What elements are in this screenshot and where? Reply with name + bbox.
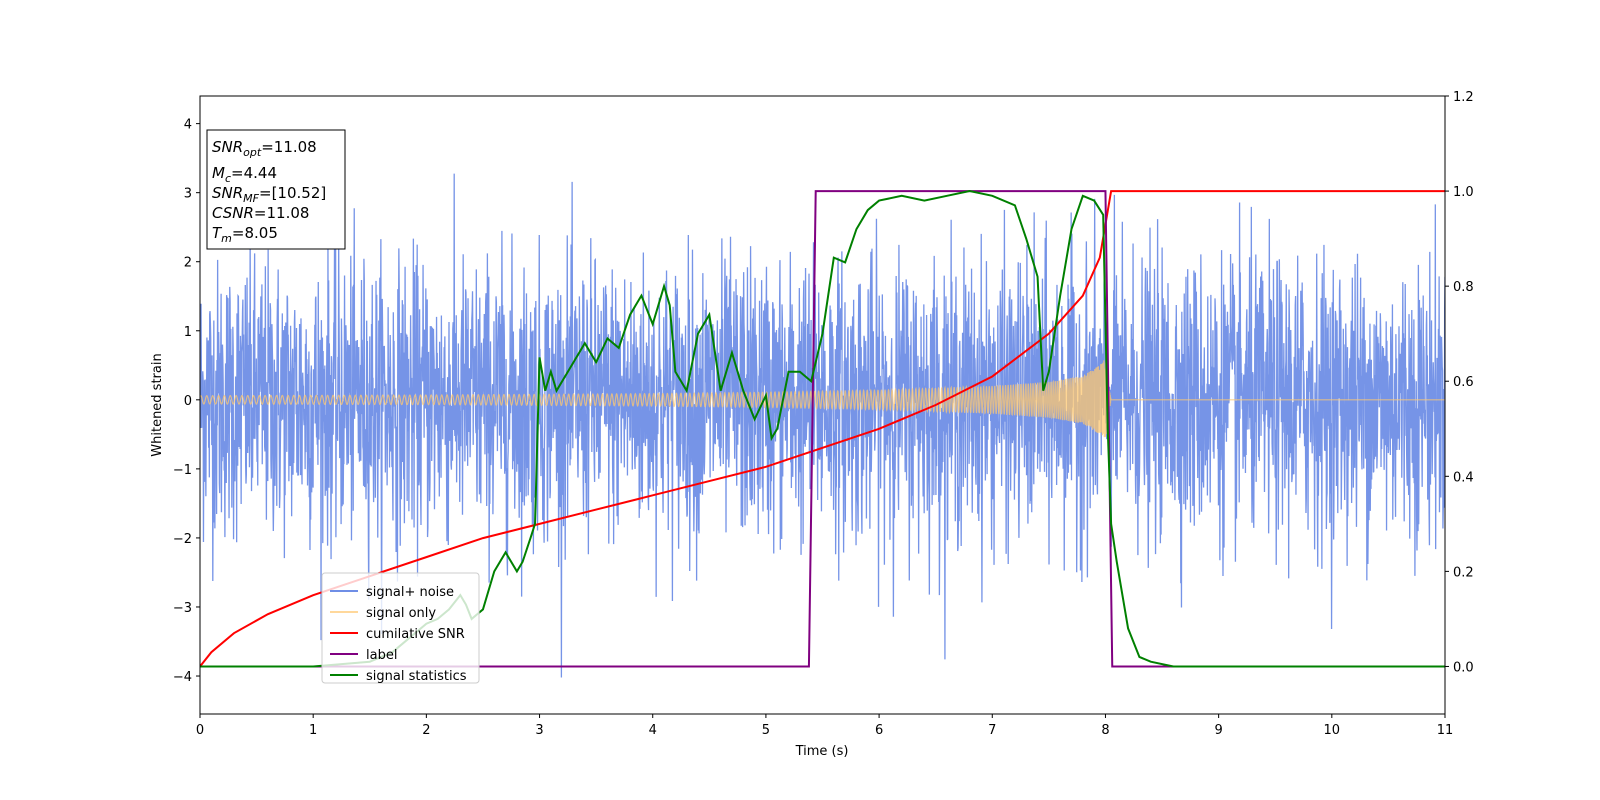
x-tick-label: 3 (535, 723, 543, 738)
info-snr-mf: SNRMF=[10.52] (212, 184, 326, 205)
legend-label-label: label (366, 648, 397, 663)
info-annotation-box: SNRopt=11.08 Mc=4.44 SNRMF=[10.52] CSNR=… (206, 129, 346, 250)
signal-statistics-line (200, 190, 1445, 668)
info-tm-base: T (212, 224, 223, 242)
y-axis-right: 0.0 0.2 0.4 0.6 0.8 1.0 1.2 (1445, 90, 1474, 675)
info-snr-mf-value: =[10.52] (259, 184, 326, 202)
y2-tick-label: 1.0 (1453, 185, 1474, 200)
info-mc-sub: c (225, 172, 231, 185)
info-tm: Tm=8.05 (212, 224, 278, 245)
y2-tick-label: 0.6 (1453, 375, 1474, 390)
y-tick-label: −3 (173, 601, 192, 616)
info-snr-mf-base: SNR (212, 184, 243, 202)
y-tick-label: 2 (184, 256, 192, 271)
signal-only-series (200, 360, 1445, 438)
x-tick-label: 7 (988, 723, 996, 738)
signal-statistics-series (200, 190, 1445, 668)
info-mc-value: =4.44 (231, 164, 277, 182)
y2-tick-label: 1.2 (1453, 90, 1474, 105)
plot-frame (199, 95, 1446, 715)
info-box-frame (206, 129, 346, 250)
legend-label-stat: signal statistics (366, 669, 467, 684)
info-csnr: CSNR=11.08 (212, 204, 309, 222)
x-tick-label: 8 (1101, 723, 1109, 738)
info-snr-opt: SNRopt=11.08 (212, 138, 317, 159)
signal-noise-series (200, 173, 1445, 678)
x-tick-label: 6 (875, 723, 883, 738)
info-snr-opt-sub: opt (243, 146, 262, 159)
x-tick-label: 1 (309, 723, 317, 738)
y-axis-left: −4 −3 −2 −1 0 1 2 3 4 (173, 118, 200, 685)
info-tm-sub: m (221, 232, 232, 245)
x-tick-label: 11 (1437, 723, 1454, 738)
info-snr-opt-value: =11.08 (261, 138, 317, 156)
y-tick-label: −2 (173, 532, 192, 547)
cumulative-snr-line (200, 190, 1445, 668)
y-tick-label: −4 (173, 670, 192, 685)
legend-label-signal: signal only (366, 606, 436, 621)
legend-frame (321, 572, 480, 684)
y-tick-label: 3 (184, 187, 192, 202)
y-axis-title: Whitened strain (150, 353, 165, 456)
y2-tick-label: 0.2 (1453, 565, 1474, 580)
x-axis-title: Time (s) (795, 744, 849, 759)
x-tick-label: 0 (196, 723, 204, 738)
cumulative-snr-series (200, 190, 1445, 668)
signal-noise-line (200, 173, 1445, 678)
info-mc-base: M (212, 164, 225, 182)
legend-label-snr: cumilative SNR (366, 627, 465, 642)
x-tick-label: 9 (1214, 723, 1222, 738)
signal-only-line (200, 360, 1445, 438)
x-tick-label: 10 (1324, 723, 1341, 738)
y-tick-label: 1 (184, 325, 192, 340)
y2-tick-label: 0.0 (1453, 660, 1474, 675)
y2-tick-label: 0.8 (1453, 280, 1474, 295)
info-csnr-value: =11.08 (254, 204, 310, 222)
y-tick-label: 0 (184, 394, 192, 409)
info-tm-value: =8.05 (232, 224, 278, 242)
info-mc: Mc=4.44 (212, 164, 277, 185)
info-csnr-base: CSNR (212, 204, 254, 222)
info-snr-opt-base: SNR (212, 138, 243, 156)
label-line (200, 190, 1445, 668)
y2-tick-label: 0.4 (1453, 470, 1474, 485)
y-tick-label: 4 (184, 118, 192, 133)
label-series (200, 190, 1445, 668)
legend-label-noise: signal+ noise (366, 585, 454, 600)
info-snr-mf-sub: MF (243, 192, 259, 205)
x-tick-label: 5 (762, 723, 770, 738)
x-tick-label: 4 (649, 723, 657, 738)
x-axis: 0 1 2 3 4 5 6 7 8 9 10 11 (196, 714, 1453, 738)
y-tick-label: −1 (173, 463, 192, 478)
legend: signal+ noise signal only cumilative SNR la… (321, 572, 480, 684)
x-tick-label: 2 (422, 723, 430, 738)
